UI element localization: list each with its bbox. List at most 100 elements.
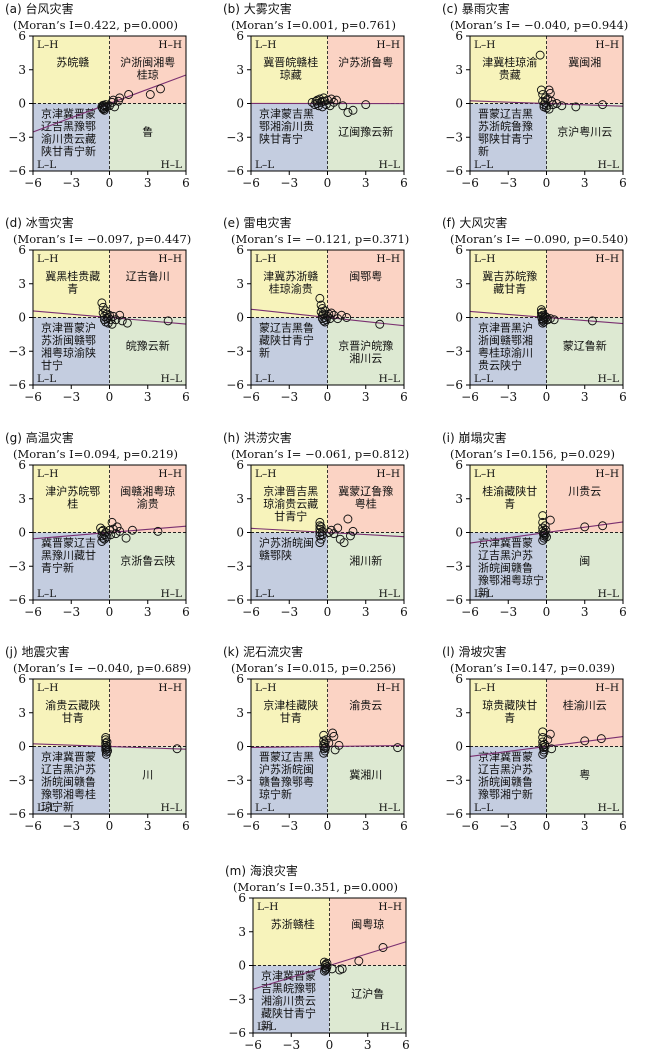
quad-label-HH: H–H xyxy=(376,682,400,694)
x-tick-label: −3 xyxy=(282,1038,300,1052)
quadrant-HL xyxy=(327,317,404,385)
provinces-LL: 渝川贵云藏 xyxy=(41,132,96,146)
quadrant-HH xyxy=(109,465,186,533)
quadrant-LH xyxy=(470,250,547,318)
quadrant-LL xyxy=(33,103,110,171)
quadrant-HH xyxy=(546,465,623,533)
provinces-LH: 津冀桂琼渝 xyxy=(482,55,537,69)
y-tick-label: 3 xyxy=(455,277,463,291)
point-15 xyxy=(319,748,329,758)
x-tick-label: −6 xyxy=(242,176,260,190)
quadrant-HL xyxy=(329,965,406,1033)
quadrant-LL xyxy=(251,532,328,600)
y-tick-label: 0 xyxy=(236,526,244,540)
y-tick-label: 6 xyxy=(18,243,26,257)
y-tick-label: −3 xyxy=(445,344,463,358)
y-tick-label: 3 xyxy=(236,706,244,720)
point-14 xyxy=(538,535,548,545)
quad-label-LH: L–H xyxy=(37,253,58,265)
y-tick-label: −6 xyxy=(445,807,463,821)
quadrant-LL xyxy=(33,317,110,385)
provinces-HL: 湘川云 xyxy=(349,351,382,365)
quadrant-LH xyxy=(33,465,110,533)
quad-label-LH: L–H xyxy=(255,468,276,480)
provinces-LL: 辽吉黑沪苏 xyxy=(478,548,533,562)
x-tick-label: −3 xyxy=(499,390,517,404)
point-9 xyxy=(543,735,553,745)
y-tick-label: 3 xyxy=(18,706,26,720)
provinces-LL: 赣鄂陕 xyxy=(259,548,292,562)
quad-label-LL: L–L xyxy=(255,159,274,171)
point-15 xyxy=(121,533,131,543)
provinces-LL: 新 xyxy=(478,144,489,158)
point-11 xyxy=(545,515,555,525)
provinces-HL: 京沪粤川云 xyxy=(557,125,612,139)
quad-label-HH: H–H xyxy=(378,901,402,913)
y-tick-label: 3 xyxy=(18,63,26,77)
x-tick-label: 0 xyxy=(106,605,114,619)
panel-title: (l) 滑坡灾害 xyxy=(442,644,507,659)
x-tick-label: 3 xyxy=(581,819,589,833)
moran-stats: (Moran’s I= −0.097, p=0.447) xyxy=(13,232,191,246)
provinces-LH: 青 xyxy=(504,712,515,725)
x-tick-label: −3 xyxy=(62,390,80,404)
point-0 xyxy=(538,511,548,521)
x-tick-label: 0 xyxy=(324,819,332,833)
panel-title: (a) 台风灾害 xyxy=(5,1,74,16)
provinces-LL: 浙皖闽赣鲁 xyxy=(41,775,96,789)
y-tick-label: 3 xyxy=(18,277,26,291)
moran-stats: (Moran’s I= −0.040, p=0.944) xyxy=(450,18,628,32)
quadrant-LL xyxy=(33,532,110,600)
provinces-LL: 京津晋黑沪 xyxy=(478,321,533,335)
point-19 xyxy=(107,319,117,329)
y-tick-label: 6 xyxy=(455,29,463,43)
point-19 xyxy=(106,530,116,540)
provinces-LL: 陕甘青宁新 xyxy=(41,144,96,158)
x-tick-label: −3 xyxy=(499,819,517,833)
quad-label-LL: L–L xyxy=(37,373,56,385)
x-tick-label: 0 xyxy=(106,819,114,833)
provinces-LH: 京津桂藏陕 xyxy=(263,698,318,712)
provinces-HL: 辽沪鲁 xyxy=(351,987,384,1001)
point-21 xyxy=(317,96,327,106)
quad-label-HL: H–L xyxy=(598,588,619,600)
quadrant-LH xyxy=(33,36,110,104)
panel-title: (d) 冰雪灾害 xyxy=(5,215,74,230)
provinces-LL: 京津冀晋蒙 xyxy=(41,750,96,764)
provinces-LH: 琼贵藏陕甘 xyxy=(482,698,537,712)
point-13 xyxy=(545,314,555,324)
point-12 xyxy=(378,943,388,952)
moran-stats: (Moran’s I= −0.121, p=0.371) xyxy=(231,232,409,246)
x-tick-label: 6 xyxy=(619,390,627,404)
point-16 xyxy=(342,313,352,322)
provinces-HH: 渝贵 xyxy=(137,497,159,511)
x-tick-label: 3 xyxy=(362,819,370,833)
point-17 xyxy=(101,306,111,316)
provinces-HH: 冀蒙辽鲁豫 xyxy=(338,484,393,498)
trend-line xyxy=(250,308,405,327)
y-tick-label: 0 xyxy=(236,740,244,754)
provinces-LH: 津沪苏皖鄂 xyxy=(45,484,100,498)
point-11 xyxy=(547,744,557,754)
provinces-HH: 渝贵云 xyxy=(349,698,382,712)
x-tick-label: 6 xyxy=(400,390,408,404)
x-tick-label: 6 xyxy=(619,819,627,833)
quad-label-LH: L–H xyxy=(255,39,276,51)
quadrant-HH xyxy=(327,465,404,533)
moran-stats: (Moran’s I=0.422, p=0.000) xyxy=(13,18,178,32)
y-tick-label: −3 xyxy=(226,773,244,787)
provinces-LH: 贵藏 xyxy=(499,69,521,82)
point-17 xyxy=(343,108,353,117)
provinces-LH: 京津晋吉黑 xyxy=(263,484,318,498)
quadrant-LL xyxy=(470,746,547,814)
provinces-HH: 冀闽湘 xyxy=(568,55,601,69)
x-tick-label: 6 xyxy=(400,605,408,619)
point-13 xyxy=(598,521,608,531)
quadrant-HH xyxy=(109,250,186,318)
point-18 xyxy=(103,318,113,328)
provinces-LL: 新 xyxy=(261,1019,272,1033)
point-10 xyxy=(545,729,555,739)
x-tick-label: 3 xyxy=(581,390,589,404)
panel-title: (i) 崩塌灾害 xyxy=(442,430,507,445)
y-tick-label: 0 xyxy=(18,97,26,111)
